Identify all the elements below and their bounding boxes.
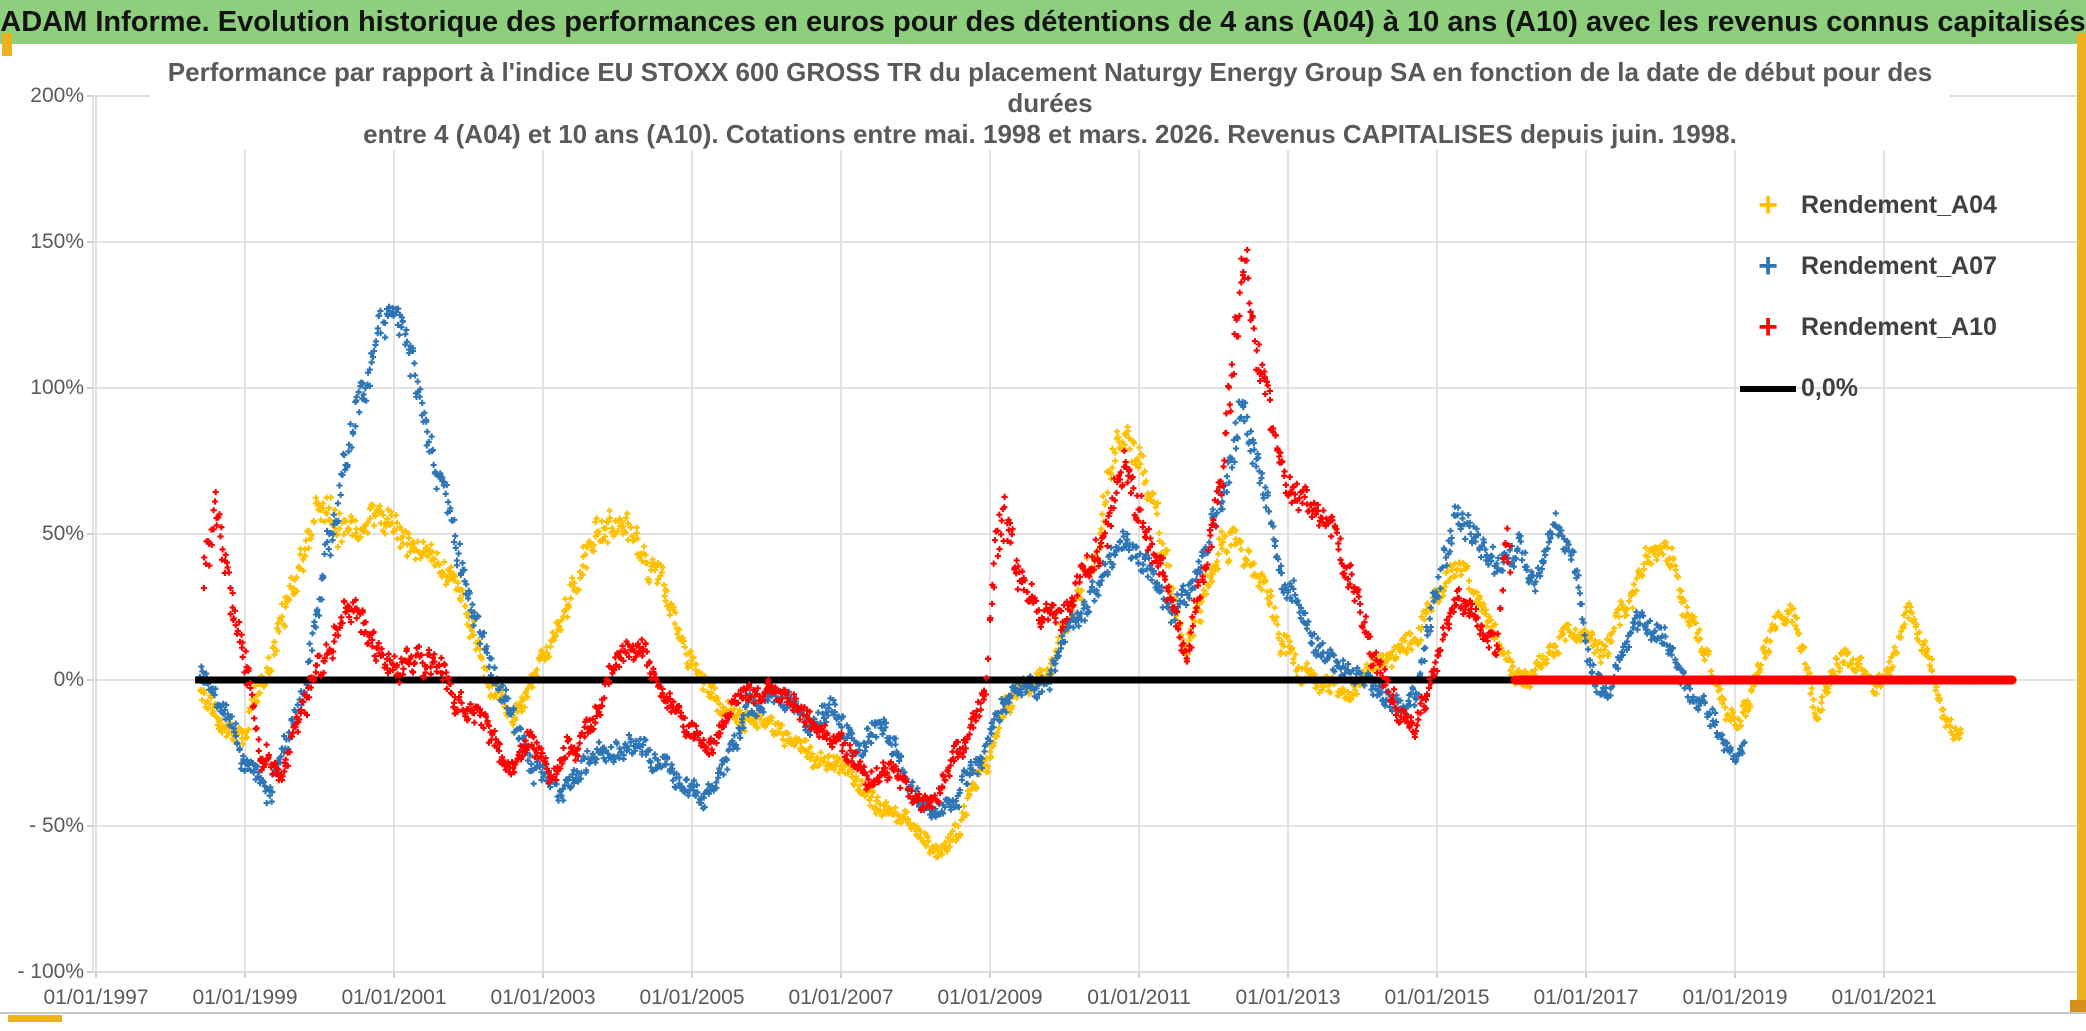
- gold-scrollbar-right[interactable]: [2077, 33, 2086, 1005]
- banner: ADAM Informe. Evolution historique des p…: [0, 0, 2086, 44]
- legend-label: Rendement_A07: [1801, 251, 1997, 280]
- legend-label: Rendement_A10: [1801, 312, 1997, 341]
- x-tick-label: 01/01/2003: [490, 986, 596, 1009]
- plus-marker-icon: +: [1758, 308, 1778, 346]
- x-tick-label: 01/01/1997: [43, 986, 149, 1009]
- chart-title-line-1: Performance par rapport à l'indice EU ST…: [167, 57, 1933, 87]
- x-tick-label: 01/01/2005: [639, 986, 745, 1009]
- x-tick-label: 01/01/2015: [1384, 986, 1490, 1009]
- gold-scrollbar-right-end[interactable]: [2070, 1000, 2086, 1013]
- bottom-divider: [0, 1012, 2086, 1014]
- gold-accent-bottom-left[interactable]: [8, 1015, 62, 1022]
- line-marker-icon: [1735, 379, 1801, 397]
- y-tick-label: 150%: [30, 230, 84, 253]
- legend-item-zero-line[interactable]: 0,0%: [1735, 366, 2025, 410]
- x-tick-label: 01/01/1999: [192, 986, 298, 1009]
- x-tick-label: 01/01/2017: [1533, 986, 1639, 1009]
- y-tick-label: 200%: [30, 84, 84, 107]
- y-tick-label: 50%: [41, 522, 84, 545]
- chart-title-line-3: entre 4 (A04) et 10 ans (A10). Cotations…: [363, 119, 1737, 149]
- plus-marker-icon: +: [1758, 247, 1778, 285]
- gold-accent-top-left: [2, 33, 12, 56]
- x-tick-label: 01/01/2021: [1831, 986, 1937, 1009]
- plus-marker-icon: +: [1758, 186, 1778, 224]
- chart-title-line-2: durées: [1007, 88, 1093, 118]
- y-tick-label: 100%: [30, 376, 84, 399]
- legend-item-rendement-a04[interactable]: + Rendement_A04: [1735, 183, 2025, 227]
- x-tick-label: 01/01/2019: [1682, 986, 1788, 1009]
- x-tick-label: 01/01/2011: [1087, 986, 1191, 1009]
- x-tick-label: 01/01/2013: [1235, 986, 1341, 1009]
- y-tick-label: - 100%: [17, 960, 84, 983]
- banner-title: ADAM Informe. Evolution historique des p…: [0, 5, 2086, 38]
- x-tick-label: 01/01/2007: [788, 986, 894, 1009]
- legend-label: Rendement_A04: [1801, 190, 1997, 219]
- y-tick-label: 0%: [53, 668, 84, 691]
- x-tick-label: 01/01/2001: [341, 986, 447, 1009]
- x-tick-label: 01/01/2009: [937, 986, 1043, 1009]
- legend-item-rendement-a07[interactable]: + Rendement_A07: [1735, 244, 2025, 288]
- chart-title: Performance par rapport à l'indice EU ST…: [150, 57, 1950, 150]
- legend-label: 0,0%: [1801, 373, 1858, 402]
- y-tick-label: - 50%: [29, 814, 84, 837]
- legend-item-rendement-a10[interactable]: + Rendement_A10: [1735, 305, 2025, 349]
